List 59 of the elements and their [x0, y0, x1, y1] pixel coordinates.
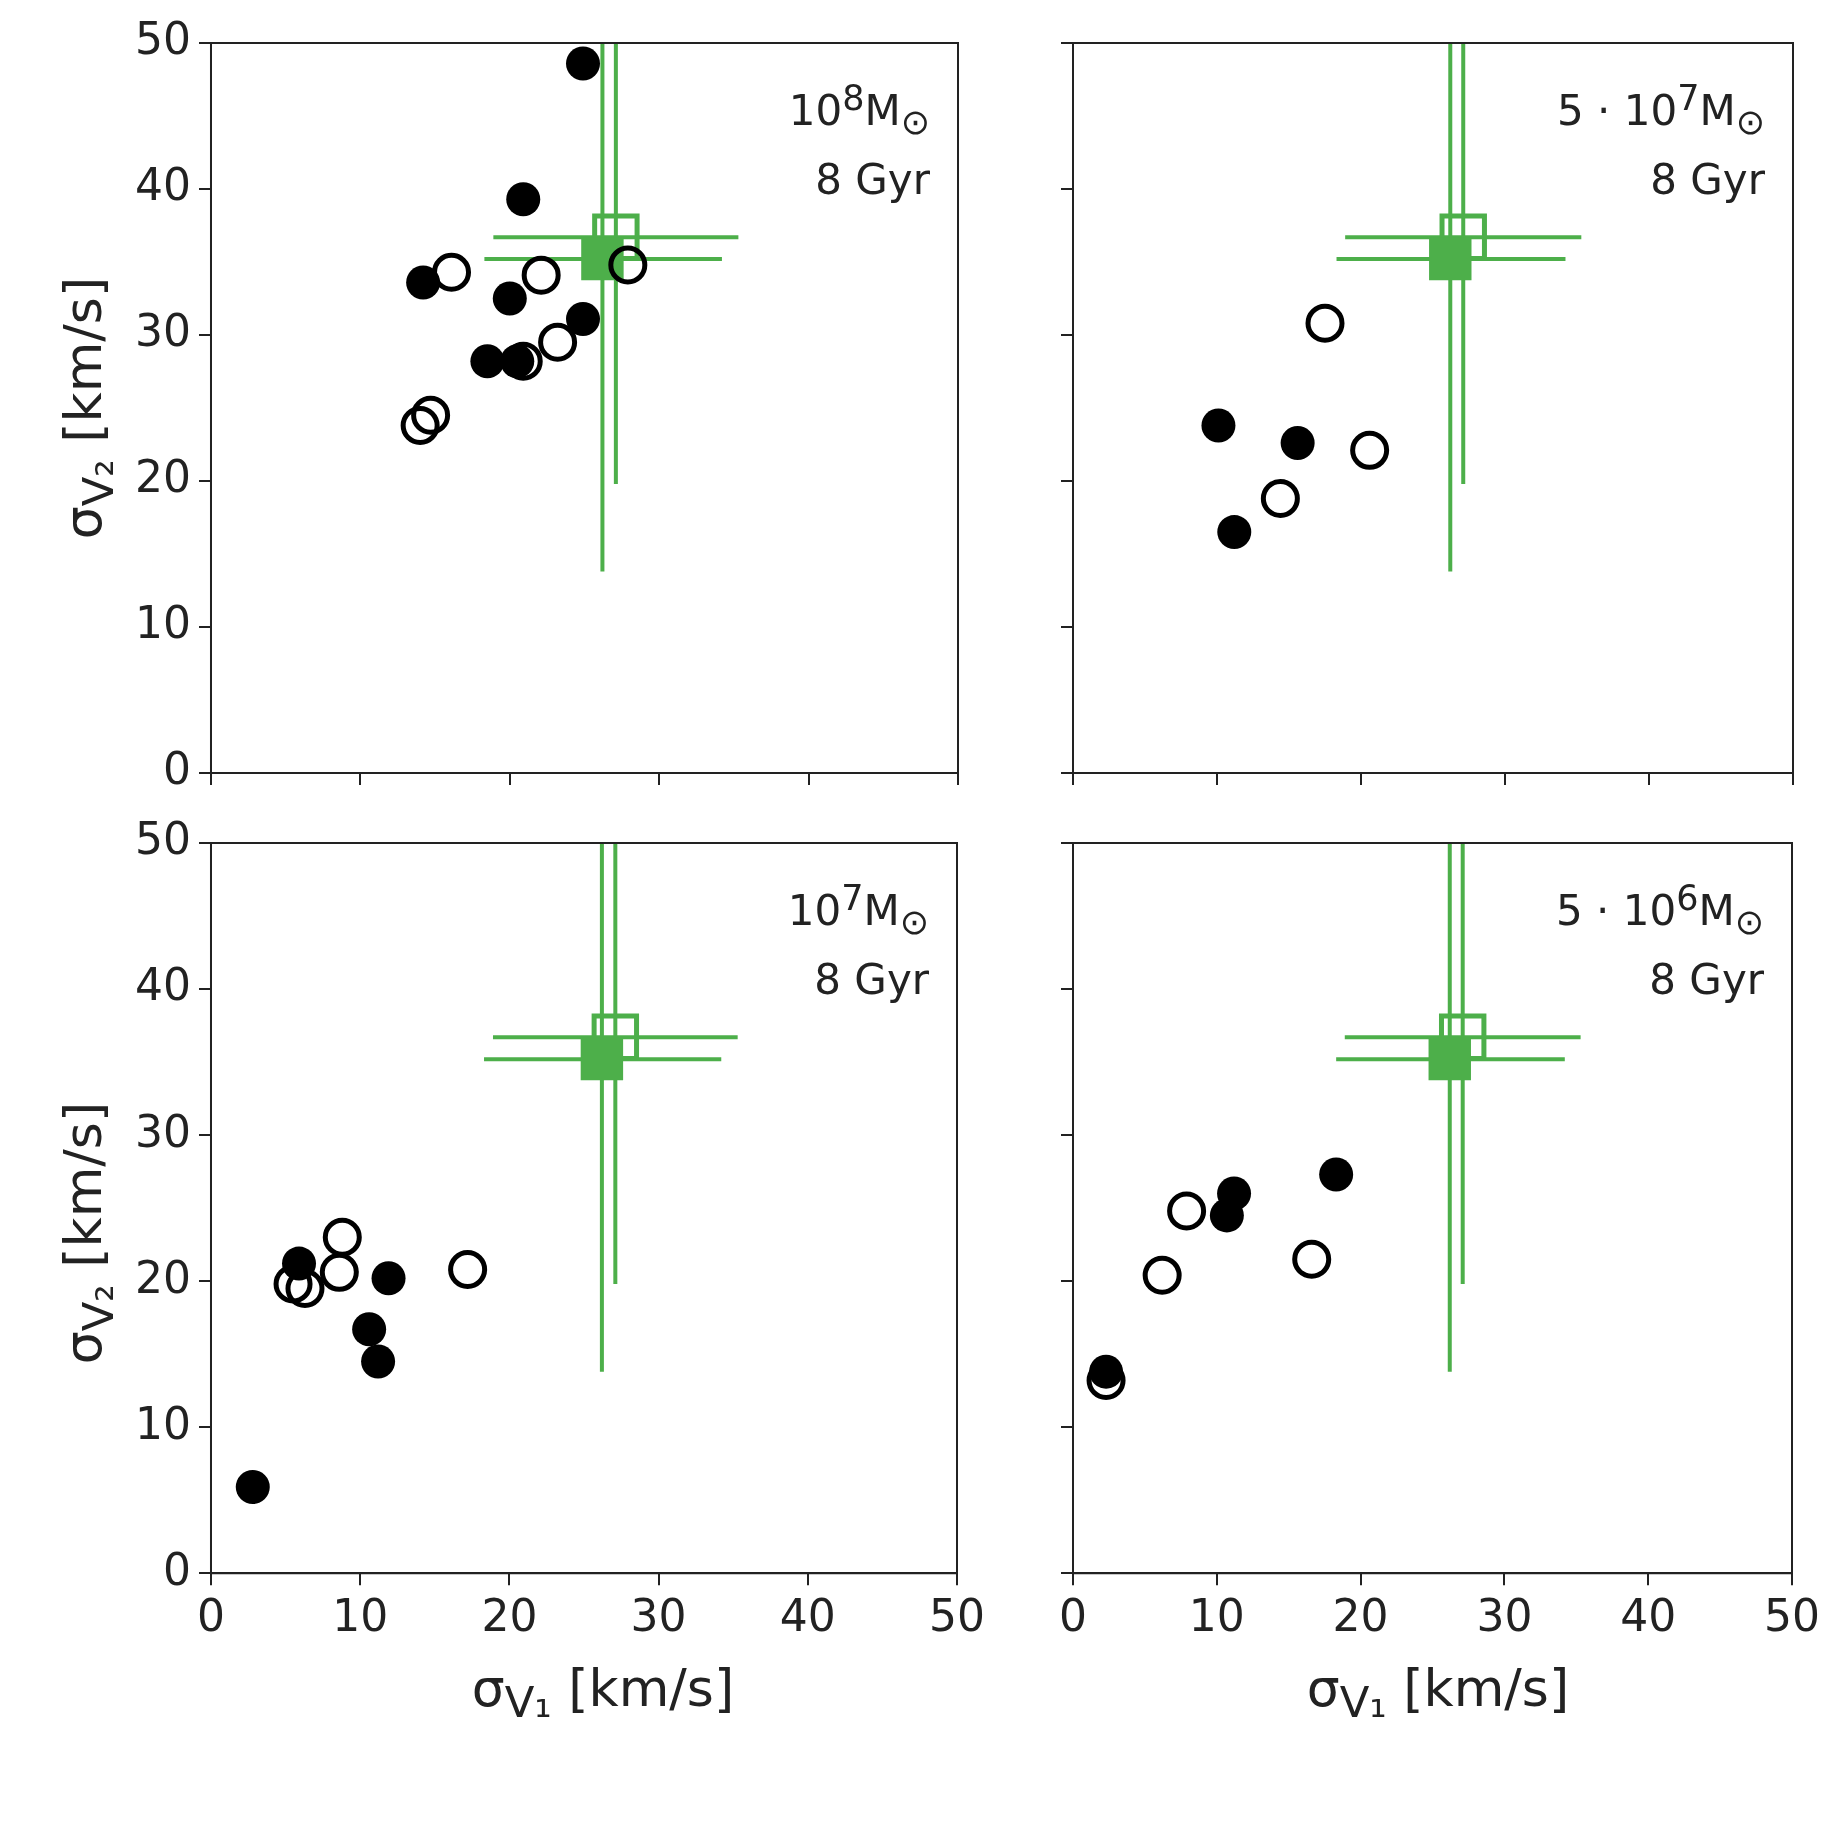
- x-axis-title: σ$_{V₁}$ [km/s]: [1305, 1658, 1571, 1728]
- point: [1429, 237, 1472, 281]
- point: [411, 395, 451, 435]
- annotation: 8 Gyr: [814, 154, 930, 207]
- y-tick-label: 0: [162, 743, 191, 795]
- x-tick-label: 20: [481, 1590, 538, 1642]
- annotation: 10$^{7}$M$_{⊙}$: [787, 877, 930, 945]
- x-tick-label: 30: [630, 1590, 687, 1642]
- y-tick-label: 0: [162, 1543, 191, 1595]
- y-tick-label: 50: [134, 13, 191, 65]
- point: [1428, 1037, 1471, 1081]
- point: [470, 344, 505, 379]
- point: [432, 252, 472, 292]
- y-tick-label: 10: [134, 597, 191, 649]
- y-tick-label: 30: [134, 305, 191, 357]
- annotation: 8 Gyr: [1648, 954, 1765, 1007]
- point: [1319, 1157, 1354, 1192]
- x-tick-label: 10: [1188, 1590, 1245, 1642]
- y-tick-label: 20: [134, 451, 191, 503]
- x-tick-label: 20: [1332, 1590, 1389, 1642]
- point: [566, 46, 600, 81]
- annotation: 5 · 10$^{6}$M$_{⊙}$: [1555, 877, 1765, 945]
- point: [400, 406, 440, 446]
- x-tick-label: 0: [196, 1590, 225, 1642]
- x-tick-label: 40: [1620, 1590, 1677, 1642]
- point: [521, 255, 561, 295]
- y-tick-label: 50: [134, 813, 191, 865]
- x-tick-label: 40: [779, 1590, 836, 1642]
- y-tick-label: 40: [134, 959, 191, 1011]
- x-axis-title: σ$_{V₁}$ [km/s]: [470, 1658, 736, 1728]
- point: [1350, 430, 1390, 470]
- x-tick-label: 50: [929, 1590, 986, 1642]
- point: [406, 265, 441, 300]
- point: [1142, 1255, 1182, 1295]
- annotation: 10$^{8}$M$_{⊙}$: [788, 77, 930, 145]
- point: [1280, 426, 1315, 461]
- annotation: 5 · 10$^{7}$M$_{⊙}$: [1556, 77, 1765, 145]
- annotation: 8 Gyr: [813, 954, 930, 1007]
- point: [1167, 1191, 1207, 1231]
- point: [1209, 1198, 1244, 1233]
- annotation: 8 Gyr: [1649, 154, 1765, 207]
- y-tick-label: 30: [134, 1105, 191, 1157]
- x-tick-label: 30: [1476, 1590, 1533, 1642]
- point: [506, 182, 541, 217]
- point: [1201, 408, 1236, 443]
- point: [492, 281, 527, 316]
- point: [608, 245, 648, 285]
- point: [1260, 479, 1300, 519]
- x-tick-label: 0: [1059, 1590, 1087, 1642]
- y-tick-label: 40: [134, 159, 191, 211]
- y-tick-label: 10: [134, 1397, 191, 1449]
- x-tick-label: 10: [332, 1590, 389, 1642]
- y-tick-label: 20: [134, 1251, 191, 1303]
- x-tick-label: 50: [1764, 1590, 1821, 1642]
- point: [1305, 303, 1345, 343]
- point: [1292, 1239, 1332, 1279]
- point: [538, 322, 578, 362]
- point: [566, 301, 600, 336]
- point: [1217, 515, 1252, 550]
